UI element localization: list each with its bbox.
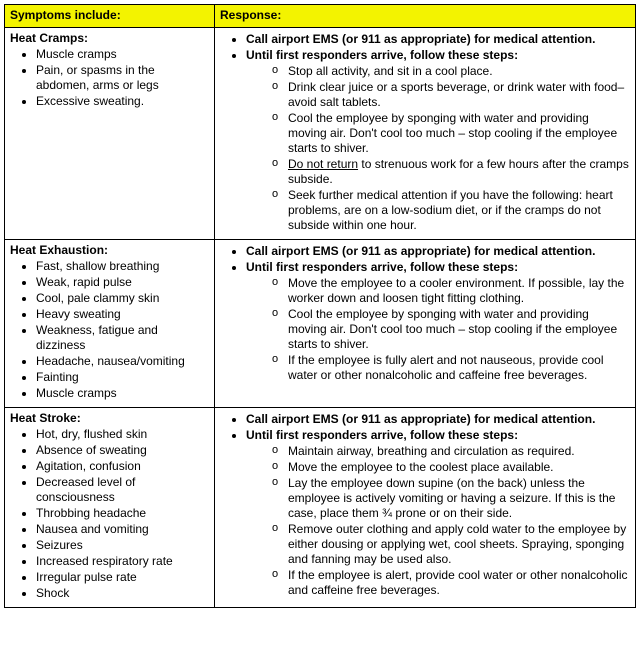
symptom-list: Fast, shallow breathing Weak, rapid puls… [10, 259, 209, 401]
list-item: Shock [36, 586, 209, 601]
list-item: Heavy sweating [36, 307, 209, 322]
list-item: Weakness, fatigue and dizziness [36, 323, 209, 353]
response-sublist: Stop all activity, and sit in a cool pla… [246, 64, 630, 233]
list-item: Irregular pulse rate [36, 570, 209, 585]
list-item: Nausea and vomiting [36, 522, 209, 537]
list-item: Hot, dry, flushed skin [36, 427, 209, 442]
list-item: Remove outer clothing and apply cold wat… [272, 522, 630, 567]
list-item: Lay the employee down supine (on the bac… [272, 476, 630, 521]
list-item: Weak, rapid pulse [36, 275, 209, 290]
response-steps-heading: Until first responders arrive, follow th… [246, 260, 518, 274]
list-item: Stop all activity, and sit in a cool pla… [272, 64, 630, 79]
response-list: Call airport EMS (or 911 as appropriate)… [220, 32, 630, 233]
table-row: Heat Cramps: Muscle cramps Pain, or spas… [5, 28, 636, 240]
list-item: Call airport EMS (or 911 as appropriate)… [246, 32, 630, 47]
list-item: Call airport EMS (or 911 as appropriate)… [246, 412, 630, 427]
list-item: Agitation, confusion [36, 459, 209, 474]
list-item: Headache, nausea/vomiting [36, 354, 209, 369]
list-item: Cool the employee by sponging with water… [272, 111, 630, 156]
response-steps-heading: Until first responders arrive, follow th… [246, 48, 518, 62]
list-item: Until first responders arrive, follow th… [246, 260, 630, 383]
response-cell: Call airport EMS (or 911 as appropriate)… [215, 408, 636, 608]
list-item: Pain, or spasms in the abdomen, arms or … [36, 63, 209, 93]
list-item: Seek further medical attention if you ha… [272, 188, 630, 233]
table-row: Heat Stroke: Hot, dry, flushed skin Abse… [5, 408, 636, 608]
list-item: Cool the employee by sponging with water… [272, 307, 630, 352]
response-sublist: Move the employee to a cooler environmen… [246, 276, 630, 383]
symptom-list: Hot, dry, flushed skin Absence of sweati… [10, 427, 209, 601]
response-steps-heading: Until first responders arrive, follow th… [246, 428, 518, 442]
list-item: Fast, shallow breathing [36, 259, 209, 274]
list-item: Move the employee to the coolest place a… [272, 460, 630, 475]
response-list: Call airport EMS (or 911 as appropriate)… [220, 244, 630, 383]
response-sublist: Maintain airway, breathing and circulati… [246, 444, 630, 598]
symptoms-cell: Heat Cramps: Muscle cramps Pain, or spas… [5, 28, 215, 240]
condition-title: Heat Stroke: [10, 411, 209, 425]
symptoms-cell: Heat Exhaustion: Fast, shallow breathing… [5, 240, 215, 408]
condition-title: Heat Exhaustion: [10, 243, 209, 257]
list-item: Move the employee to a cooler environmen… [272, 276, 630, 306]
list-item: If the employee is fully alert and not n… [272, 353, 630, 383]
list-item: Cool, pale clammy skin [36, 291, 209, 306]
list-item: Call airport EMS (or 911 as appropriate)… [246, 244, 630, 259]
list-item: Increased respiratory rate [36, 554, 209, 569]
list-item: Until first responders arrive, follow th… [246, 48, 630, 233]
symptoms-cell: Heat Stroke: Hot, dry, flushed skin Abse… [5, 408, 215, 608]
header-response: Response: [215, 5, 636, 28]
list-item: Maintain airway, breathing and circulati… [272, 444, 630, 459]
response-cell: Call airport EMS (or 911 as appropriate)… [215, 28, 636, 240]
list-item: Throbbing headache [36, 506, 209, 521]
list-item: Do not return to strenuous work for a fe… [272, 157, 630, 187]
underline-text: Do not return [288, 157, 358, 171]
condition-title: Heat Cramps: [10, 31, 209, 45]
list-item: Until first responders arrive, follow th… [246, 428, 630, 598]
list-item: Decreased level of consciousness [36, 475, 209, 505]
table-row: Heat Exhaustion: Fast, shallow breathing… [5, 240, 636, 408]
response-list: Call airport EMS (or 911 as appropriate)… [220, 412, 630, 598]
list-item: Excessive sweating. [36, 94, 209, 109]
list-item: Absence of sweating [36, 443, 209, 458]
list-item: Seizures [36, 538, 209, 553]
list-item: Muscle cramps [36, 386, 209, 401]
list-item: Drink clear juice or a sports beverage, … [272, 80, 630, 110]
symptom-list: Muscle cramps Pain, or spasms in the abd… [10, 47, 209, 109]
list-item: Fainting [36, 370, 209, 385]
list-item: If the employee is alert, provide cool w… [272, 568, 630, 598]
response-cell: Call airport EMS (or 911 as appropriate)… [215, 240, 636, 408]
list-item: Muscle cramps [36, 47, 209, 62]
heat-illness-table: Symptoms include: Response: Heat Cramps:… [4, 4, 636, 608]
header-symptoms: Symptoms include: [5, 5, 215, 28]
